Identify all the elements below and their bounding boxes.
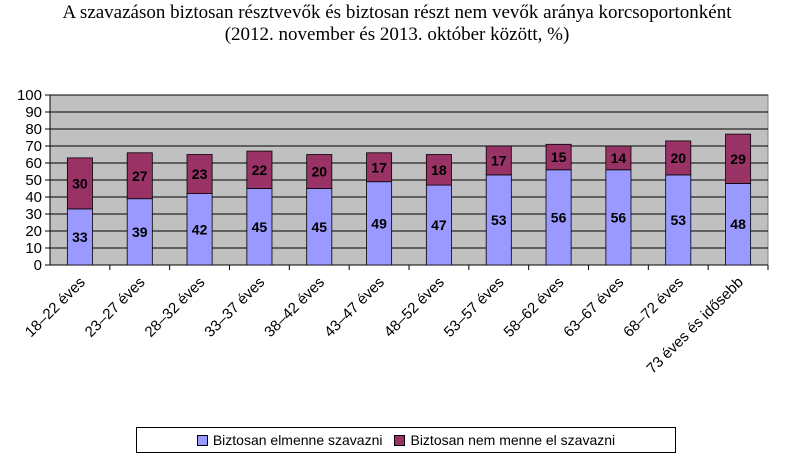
bar-segment [425, 154, 452, 186]
bar-segment [725, 133, 752, 184]
bar-segment [665, 140, 692, 176]
y-tick-label: 100 [17, 87, 42, 104]
data-label: 42 [192, 221, 208, 237]
x-tick-label: 33–37 éves [201, 274, 268, 341]
y-tick-label: 40 [25, 189, 42, 206]
bar-segment [186, 154, 213, 194]
bar-segment [366, 152, 393, 183]
x-tick-label: 18–22 éves [22, 274, 89, 341]
bar-segment [545, 143, 572, 171]
data-label: 47 [431, 217, 447, 233]
y-tick-label: 60 [25, 155, 42, 172]
chart-title-line-1: A szavazáson biztosan résztvevők és bizt… [62, 2, 732, 23]
data-label: 39 [132, 224, 148, 240]
data-label: 22 [252, 162, 268, 178]
data-label: 20 [670, 150, 686, 166]
x-tick-label: 43–47 éves [321, 274, 388, 341]
bar-segment [246, 150, 273, 189]
bar-segment [126, 152, 153, 200]
bar-segment [605, 145, 632, 171]
legend-item-series-2: Biztosan nem menne el szavazni [394, 432, 615, 448]
legend-label-series-1: Biztosan elmenne szavazni [212, 432, 383, 448]
chart-title-line-2: (2012. november és 2013. október között,… [224, 24, 570, 45]
x-tick-label: 28–32 éves [142, 274, 209, 341]
bar-segment [485, 145, 512, 176]
bar-segment [545, 169, 572, 266]
y-tick-label: 80 [25, 121, 42, 138]
legend: Biztosan elmenne szavazni Biztosan nem m… [136, 427, 676, 453]
x-tick-label: 48–52 éves [381, 274, 448, 341]
legend-item-series-1: Biztosan elmenne szavazni [196, 432, 383, 448]
legend-label-series-2: Biztosan nem menne el szavazni [410, 432, 616, 448]
bar-segment [246, 188, 273, 266]
data-label: 20 [311, 164, 327, 180]
bar-segment [66, 208, 93, 266]
data-label: 49 [371, 215, 387, 231]
x-tick-label: 58–62 éves [501, 274, 568, 341]
data-label: 29 [730, 151, 746, 167]
y-tick-label: 90 [25, 104, 42, 121]
data-label: 14 [611, 150, 627, 166]
legend-swatch-series-2 [394, 434, 406, 446]
data-label: 27 [132, 168, 148, 184]
data-label: 56 [611, 209, 627, 225]
x-tick-label: 53–57 éves [441, 274, 508, 341]
bar-segment [186, 193, 213, 266]
y-tick-label: 0 [34, 257, 42, 274]
bar-segment [366, 181, 393, 266]
legend-swatch-series-1 [196, 434, 208, 446]
bar-segment [665, 174, 692, 266]
chart-title: A szavazáson biztosan résztvevők és bizt… [0, 2, 794, 46]
bar-segment [306, 188, 333, 266]
y-tick-label: 20 [25, 223, 42, 240]
data-label: 17 [491, 152, 507, 168]
data-label: 30 [72, 175, 88, 191]
bar-segment [306, 154, 333, 189]
data-label: 53 [670, 212, 686, 228]
bar-segment [66, 157, 93, 210]
data-label: 53 [491, 212, 507, 228]
data-label: 15 [551, 149, 567, 165]
data-label: 18 [431, 162, 447, 178]
y-tick-label: 70 [25, 138, 42, 155]
x-tick-label: 23–27 éves [82, 274, 149, 341]
x-tick-label: 63–67 éves [560, 274, 627, 341]
y-tick-label: 10 [25, 240, 42, 257]
data-label: 23 [192, 166, 208, 182]
data-label: 17 [371, 159, 387, 175]
data-label: 48 [730, 216, 746, 232]
data-label: 56 [551, 209, 567, 225]
data-label: 45 [252, 219, 268, 235]
y-tick-label: 30 [25, 206, 42, 223]
y-tick-label: 50 [25, 172, 42, 189]
data-label: 45 [311, 219, 327, 235]
x-tick-label: 38–42 éves [261, 274, 328, 341]
data-label: 33 [72, 229, 88, 245]
